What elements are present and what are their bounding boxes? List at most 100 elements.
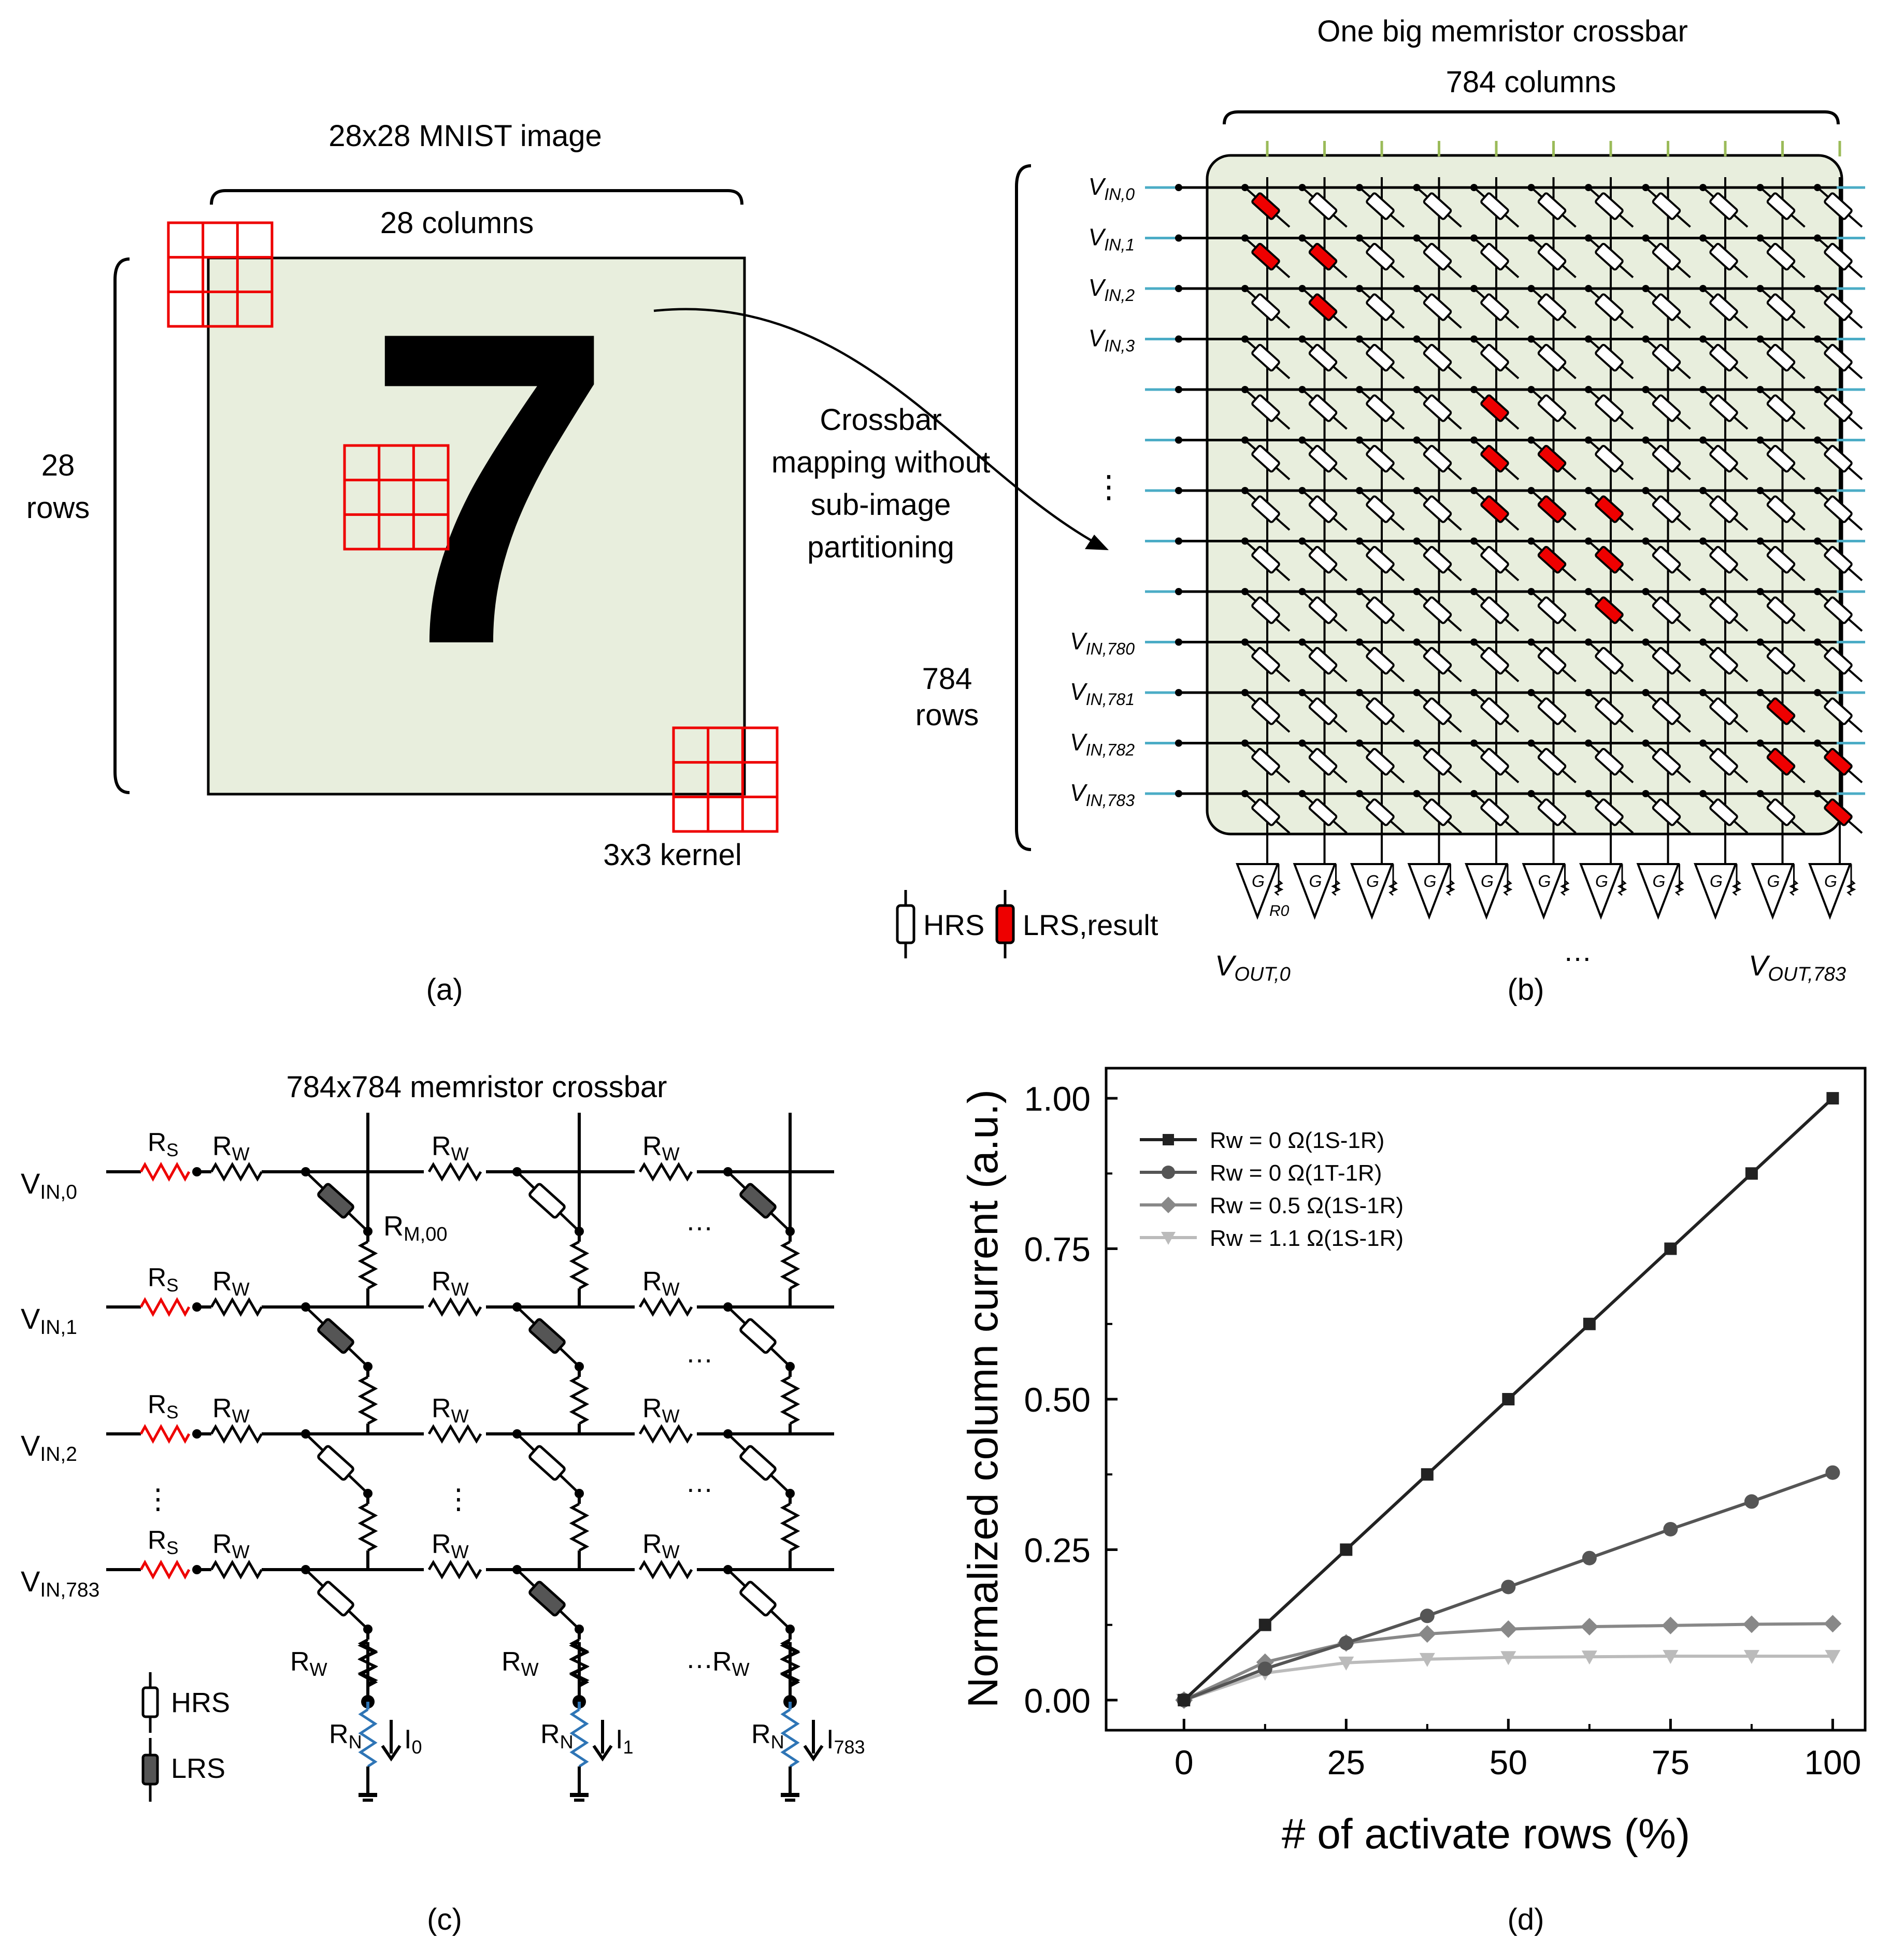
hrs-memristor [1308,192,1338,220]
data-point [1825,1650,1841,1664]
memristor-cell [1699,638,1749,682]
amp-feedback-resistor [1674,880,1684,896]
memristor-cell [1527,588,1577,632]
wire-resistor-rw [638,1297,693,1317]
col-ellipsis-row2: … [685,1467,713,1498]
memristor-cell [1470,335,1520,379]
wire-resistor-rw [638,1424,693,1444]
rows-label-line2: rows [26,491,90,525]
rs-label: RS [148,1128,178,1160]
hrs-memristor [1251,646,1280,675]
hrs-memristor [1652,646,1681,675]
memristor-cell [1585,487,1634,531]
amp-gain-label: G [1595,872,1608,890]
x-tick-label: 75 [1652,1743,1690,1781]
hrs-memristor [1423,293,1452,321]
column-resistor [780,1375,800,1425]
kernel-outline [672,726,779,833]
memristor-cell [1642,184,1691,228]
legend-c: HRS LRS [141,1672,230,1802]
current-arrowhead [803,1745,824,1762]
y-tick-label: 0.75 [1024,1230,1091,1269]
lrs-memristor [317,1318,354,1354]
data-point [1419,1653,1435,1667]
hrs-memristor [1652,444,1681,473]
hrs-memristor [528,1183,566,1219]
memristor-cell [1527,335,1577,379]
memristor-cell [1756,234,1806,278]
wire-resistor-rw [427,1424,482,1444]
memristor-cell [1356,638,1405,682]
memristor-cell [1470,285,1520,329]
data-point [1500,1651,1516,1665]
data-point [1258,1618,1271,1631]
hrs-memristor [1709,545,1738,574]
hrs-memristor [1308,596,1338,624]
hrs-memristor [1824,242,1853,271]
hrs-memristor [1423,444,1452,473]
memristor-cell [1642,234,1691,278]
memristor-cell [1585,689,1634,733]
memristor-cell [1298,184,1348,228]
amp-triangle [1636,863,1680,920]
data-point [1502,1393,1515,1405]
mnist-image-area [207,256,746,796]
rn-label: RN [329,1719,362,1752]
lrs-memristor [1308,242,1338,271]
transimpedance-amplifier: G [1808,850,1856,920]
hrs-memristor [739,1445,777,1481]
data-point [1340,1543,1353,1556]
amp-triangle [1694,863,1737,920]
hrs-memristor [1824,343,1853,372]
column-resistor [569,1375,590,1425]
hrs-memristor [1537,293,1567,321]
series-resistor-rs [139,1424,191,1444]
memristor-cell [1527,436,1577,480]
rn-label: RN [540,1719,574,1752]
memristor-cell [1413,790,1462,834]
memristor-cell [1241,234,1291,278]
memristor-cell [1585,537,1634,581]
hrs-memristor [1423,495,1452,523]
hrs-memristor [1366,293,1395,321]
memristor-cell [1470,790,1520,834]
memristor-cell [1470,386,1520,430]
memristor-cell [1814,184,1863,228]
data-point [1824,1615,1842,1633]
hrs-memristor [1308,343,1338,372]
hrs-memristor [1766,646,1796,675]
memristor-cell [1585,285,1634,329]
hrs-memristor [1537,646,1567,675]
mapping-arrow-group: Crossbar mapping without sub-image parti… [653,308,1109,564]
amp-triangle [1350,863,1394,920]
hrs-memristor [1251,697,1280,725]
transimpedance-amplifier: G [1579,850,1627,920]
memristor-cell [1756,689,1806,733]
memristor-cell [1756,487,1806,531]
legend-c-lrs-label: LRS [171,1753,225,1784]
x-axis-label: # of activate rows (%) [1282,1811,1690,1858]
caption-a: (a) [426,973,463,1007]
wire-resistor-rw [210,1560,263,1579]
amp-triangle [1407,863,1451,920]
transimpedance-amplifier: G [1350,850,1398,920]
hrs-memristor [317,1581,354,1617]
hrs-memristor [1537,596,1567,624]
circuit-c: VIN,0 RS RW RW RW VIN,1 RS RW RW RW VIN,2 RS RW RW RW V… [21,1113,865,1802]
memristor-cell [1814,638,1863,682]
amp-triangle [1808,863,1852,920]
hrs-memristor [1423,748,1452,776]
memristor-cell [1527,689,1577,733]
hrs-memristor [1366,596,1395,624]
data-point [1582,1550,1597,1565]
memristor-cell [1642,386,1691,430]
hrs-memristor [1709,495,1738,523]
memristor-cell [1241,487,1291,531]
transimpedance-amplifier: G [1522,850,1570,920]
memristor-cell [1356,790,1405,834]
data-point [1339,1635,1354,1650]
data-point [1161,1232,1176,1245]
memristor-cell [1527,739,1577,783]
column-resistor [569,1240,590,1290]
mapping-arrowhead [1085,535,1109,550]
